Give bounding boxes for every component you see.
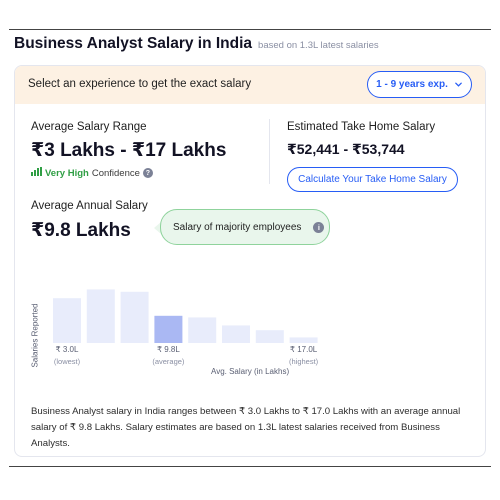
confidence-label: Confidence xyxy=(91,167,140,179)
chart-bar xyxy=(53,298,81,343)
chart-tick-sublabel: (lowest) xyxy=(53,357,81,366)
confidence-indicator: Very High Confidence ? xyxy=(31,167,153,179)
chart-tick-label: ₹ 3.0L xyxy=(55,345,79,354)
chart-bar xyxy=(289,337,318,343)
tooltip-arrow xyxy=(154,222,161,234)
chevron-down-icon xyxy=(454,80,463,89)
experience-dropdown[interactable]: 1 - 9 years exp. xyxy=(367,71,472,98)
salary-range-label: Average Salary Range xyxy=(31,121,147,133)
salary-card: Select an experience to get the exact sa… xyxy=(14,65,486,457)
info-icon[interactable]: ? xyxy=(142,168,153,178)
chart-tick-sublabel: (average) xyxy=(152,357,185,366)
experience-prompt: Select an experience to get the exact sa… xyxy=(28,78,252,90)
chart-tick-label: ₹ 17.0L xyxy=(289,345,318,354)
salary-distribution-chart: Salaries Reported Avg. Salary (in Lakhs)… xyxy=(15,261,485,391)
annual-salary-value: ₹9.8 Lakhs xyxy=(31,220,131,241)
chart-bar xyxy=(120,291,149,343)
tooltip-text: Salary of majority employees xyxy=(173,221,302,233)
page-title: Business Analyst Salary in India xyxy=(14,35,253,52)
experience-selected: 1 - 9 years exp. xyxy=(376,79,448,90)
salary-range-value: ₹3 Lakhs - ₹17 Lakhs xyxy=(31,140,227,161)
section-divider xyxy=(269,119,270,184)
chart-x-axis-label: Avg. Salary (in Lakhs) xyxy=(211,367,290,376)
page-header: Business Analyst Salary in India based o… xyxy=(14,35,379,53)
top-divider xyxy=(9,29,491,30)
chart-bar xyxy=(188,317,217,343)
signal-bars-icon xyxy=(31,167,42,179)
info-icon[interactable]: i xyxy=(313,221,325,233)
take-home-label: Estimated Take Home Salary xyxy=(287,121,436,133)
salary-description: Business Analyst salary in India ranges … xyxy=(31,406,461,449)
chart-bar xyxy=(255,330,284,343)
chart-bar xyxy=(154,315,183,343)
calculate-take-home-button[interactable]: Calculate Your Take Home Salary xyxy=(287,167,458,192)
chart-tick-sublabel: (highest) xyxy=(289,357,319,366)
chart-bar xyxy=(86,289,115,343)
chart-tick-label: ₹ 9.8L xyxy=(156,345,180,354)
bottom-divider xyxy=(9,466,491,467)
annual-salary-label: Average Annual Salary xyxy=(31,200,148,212)
majority-salary-tooltip: Salary of majority employees i xyxy=(160,209,330,245)
chart-bars xyxy=(53,289,318,343)
chart-bar xyxy=(222,325,250,343)
take-home-value: ₹52,441 - ₹53,744 xyxy=(287,141,405,157)
page-subtitle: based on 1.3L latest salaries xyxy=(258,40,379,51)
experience-banner: Select an experience to get the exact sa… xyxy=(15,66,485,104)
confidence-level: Very High xyxy=(45,167,89,179)
